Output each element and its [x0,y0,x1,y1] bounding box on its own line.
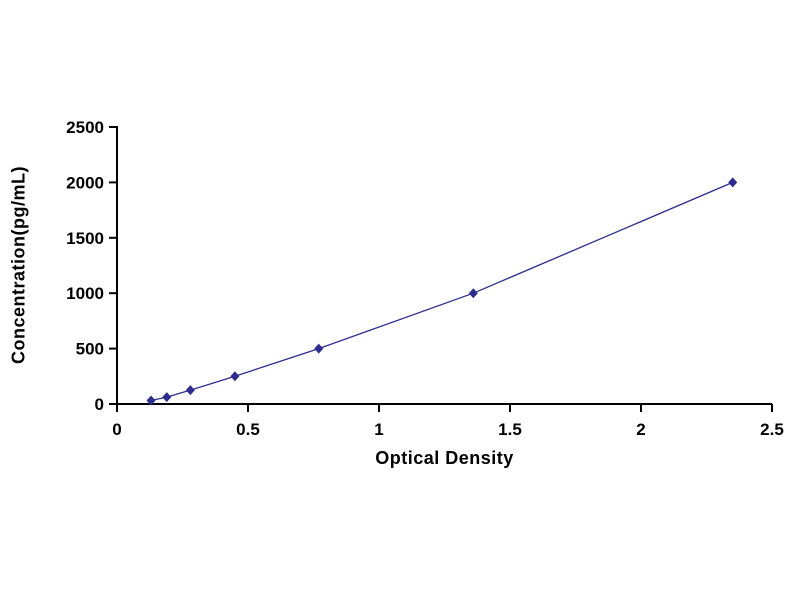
standard-curve-line [150,181,733,402]
x-tick-label: 0.5 [236,420,260,439]
x-tick-label: 0 [112,420,121,439]
y-tick-label: 2500 [66,118,104,137]
x-tick-label: 1 [374,420,383,439]
y-tick-label: 0 [95,395,104,414]
y-tick-label: 1500 [66,229,104,248]
data-point-marker [162,392,172,403]
data-point-marker [146,395,156,406]
y-tick-label: 500 [76,340,104,359]
y-tick-label: 1000 [66,284,104,303]
y-axis-title: Concentration(pg/mL) [8,166,29,364]
data-point-marker [728,177,738,188]
x-axis-title: Optical Density [375,448,514,468]
data-point-marker [314,343,324,354]
x-tick-label: 2.5 [760,420,784,439]
y-tick-label: 2000 [66,173,104,192]
data-point-marker [468,288,478,299]
data-point-marker [185,385,195,396]
x-tick-label: 2 [636,420,645,439]
data-point-marker [230,371,240,382]
x-tick-label: 1.5 [498,420,522,439]
